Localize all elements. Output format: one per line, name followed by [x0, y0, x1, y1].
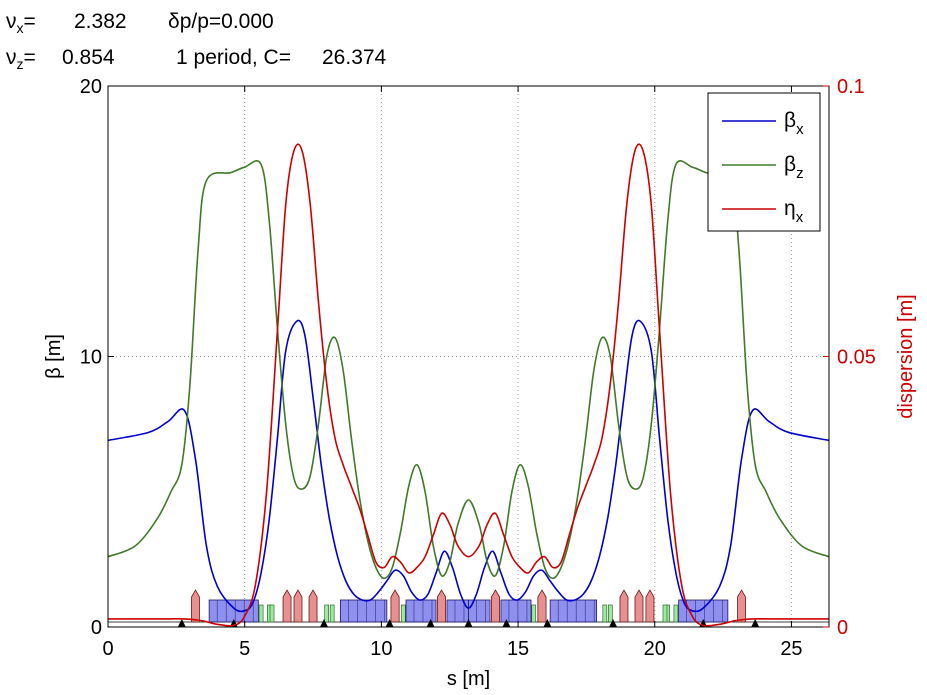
legend-label-subscript: z — [796, 165, 804, 182]
lattice-marker — [609, 619, 618, 627]
x-tick-label: 25 — [780, 638, 802, 660]
quadrupole-magnet — [308, 589, 318, 623]
x-axis-label: s [m] — [447, 668, 490, 690]
circumference-value: 26.374 — [322, 46, 387, 69]
lattice-marker — [502, 619, 511, 627]
sextupole-magnet — [602, 604, 608, 623]
quadrupole-magnet — [737, 589, 746, 623]
tune-header: νx= 2.382 δp/p=0.000 νz= 0.854 1 period,… — [0, 0, 927, 86]
dipole-magnet — [405, 599, 437, 623]
series-line-beta_z — [107, 160, 830, 580]
legend-box — [707, 92, 821, 232]
y-axis-label: β [m] — [43, 334, 65, 379]
x-tick-label: 10 — [370, 638, 392, 660]
quadrupole-magnet — [390, 589, 400, 623]
x-tick-label: 15 — [507, 638, 529, 660]
legend-label-subscript: x — [796, 209, 804, 226]
y2-axis-label: dispersion [m] — [895, 294, 917, 419]
quadrupole-magnet — [293, 589, 303, 623]
quadrupole-magnet — [437, 589, 447, 623]
tune-x-label: νx= — [6, 10, 36, 37]
axes: 0 5 10 15 20 25 0 10 20 0 0.05 0.1 s [m] β [m] dispers… — [43, 76, 917, 690]
dipole-magnet — [500, 599, 532, 623]
lattice-marker — [426, 619, 435, 627]
lattice-marker — [177, 619, 186, 627]
y-tick-label: 20 — [80, 76, 102, 98]
sextupole-magnet — [329, 604, 335, 623]
grid — [108, 86, 829, 627]
dipole-magnet — [468, 599, 491, 623]
quadrupole-magnet — [282, 589, 292, 623]
sextupole-magnet — [673, 604, 679, 623]
sextupole-magnet — [531, 604, 537, 623]
tune-z-label: νz= — [6, 46, 36, 73]
series-line-beta_x — [107, 319, 830, 613]
y2-tick-label: 0.1 — [837, 76, 865, 98]
y-tick-label: 0 — [91, 617, 102, 639]
period-label: 1 period, C= — [176, 46, 291, 69]
sextupole-magnet — [662, 604, 668, 623]
x-tick-label: 5 — [239, 638, 250, 660]
x-tick-label: 20 — [644, 638, 666, 660]
x-tick-label: 0 — [102, 638, 113, 660]
tune-z-value: 0.854 — [62, 46, 115, 69]
quadrupole-magnet — [191, 589, 200, 623]
lattice-elements — [108, 589, 829, 627]
lattice-marker — [319, 619, 328, 627]
lattice-marker — [751, 619, 760, 627]
series-group — [107, 143, 830, 627]
momentum-deviation: δp/p=0.000 — [168, 10, 274, 33]
sextupole-magnet — [258, 604, 264, 623]
quadrupole-magnet — [490, 589, 500, 623]
lattice-marker — [464, 619, 473, 627]
sextupole-magnet — [324, 604, 330, 623]
dipole-magnet — [549, 599, 598, 623]
quadrupole-magnet — [619, 589, 629, 623]
sextupole-magnet — [400, 604, 406, 623]
sextupole-magnet — [607, 604, 613, 623]
lattice-marker — [543, 619, 552, 627]
y-tick-label: 10 — [80, 347, 102, 369]
lattice-marker — [385, 619, 394, 627]
series-line-eta_x — [108, 143, 829, 627]
tune-x-value: 2.382 — [74, 10, 127, 33]
y2-tick-label: 0 — [837, 617, 848, 639]
quadrupole-magnet — [634, 589, 644, 623]
sextupole-magnet — [269, 604, 275, 623]
quadrupole-magnet — [645, 589, 655, 623]
dipole-magnet — [339, 599, 388, 623]
legend-label-subscript: x — [796, 121, 804, 138]
quadrupole-magnet — [537, 589, 547, 623]
y2-tick-label: 0.05 — [837, 347, 876, 369]
